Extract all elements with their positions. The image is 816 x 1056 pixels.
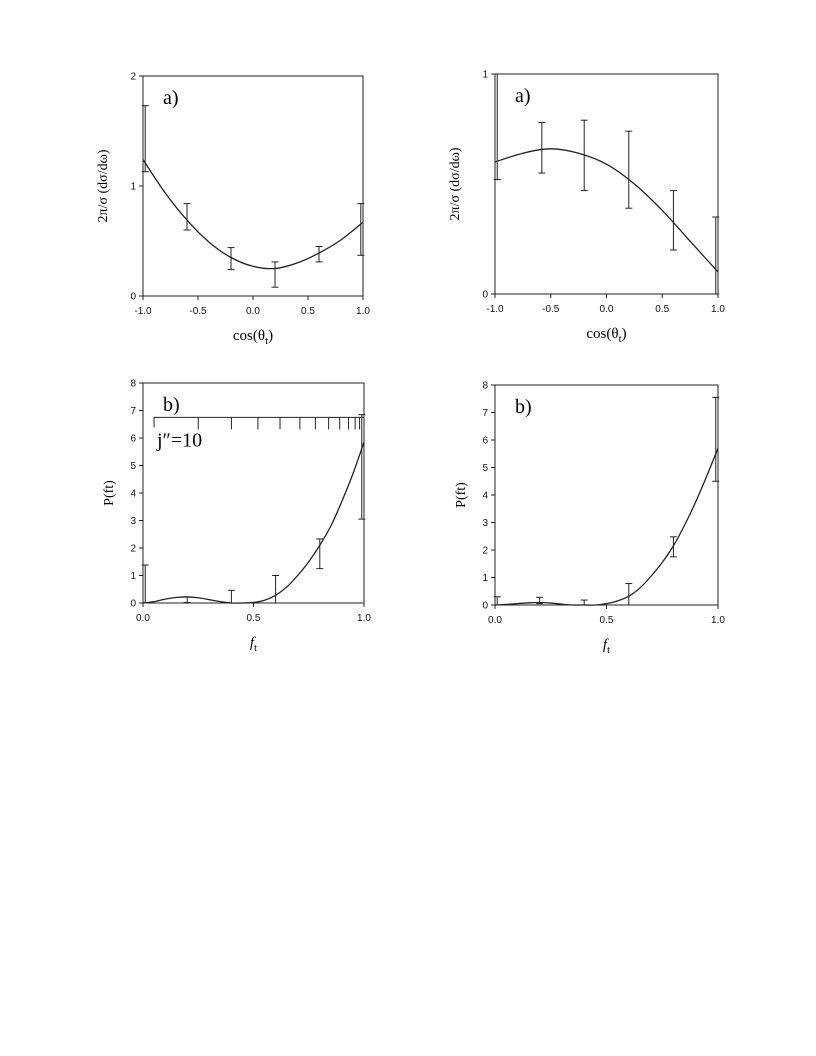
x-axis-label-sub: t [607,644,610,656]
error-bar [669,536,677,558]
x-axis-label: cos(θt) [233,328,273,347]
x-axis-label-close: ) [622,326,627,342]
plot-frame [142,75,364,297]
x-tick-label: -1.0 [486,304,504,315]
x-tick-label: 0.0 [136,613,150,624]
chart-panel-3: 0 1 2 3 4 5 6 7 8 0.0 0.5 1.0 ft P(ft) b) j″=10 [102,379,371,655]
x-axis-label-sub: t [619,333,622,345]
x-tick-label: 0.0 [488,615,502,626]
y-tick-label: 0 [482,290,488,301]
y-tick-label: 3 [130,516,136,527]
error-bar [227,589,235,604]
x-tick-label: -0.5 [542,304,560,315]
y-tick-label: 1 [482,70,488,81]
panel-label: b) [163,394,180,416]
error-bar [536,596,544,605]
error-bar [357,203,365,256]
x-axis-label: ft [250,635,257,654]
error-bar [272,575,280,604]
x-axis-label-main: cos(θ [586,326,618,342]
x-axis-label-main: f [250,635,256,651]
y-tick-label: 1 [482,573,488,584]
y-tick-label: 2 [130,544,136,555]
chart-panel-4: 0 1 2 3 4 5 6 7 8 0.0 0.5 1.0 ft P(ft) b) [454,381,725,657]
plot-frame [142,382,365,604]
x-tick-label: 0.5 [655,304,669,315]
x-axis-label: ft [603,637,610,656]
y-axis-label: P(ft) [102,480,117,506]
error-bar [141,564,149,604]
y-tick-label: 2 [130,72,136,83]
y-axis-label: 2π/σ (dσ/dω) [448,147,463,220]
fit-curve [494,148,719,273]
error-bar [580,599,588,606]
y-tick-label: 0 [130,292,136,303]
fit-curve [142,441,365,604]
x-tick-label: 1.0 [711,615,725,626]
panel-label: b) [515,396,532,418]
x-tick-label: -1.0 [134,306,152,317]
y-tick-label: 8 [482,381,488,392]
error-bar [493,73,501,181]
error-bar [712,396,720,482]
panel-label: a) [163,87,179,109]
error-bar [625,130,633,209]
x-axis-label-main: cos(θ [233,328,265,344]
error-bar [141,105,149,173]
error-bar [183,596,191,603]
x-tick-label: 1.0 [356,306,370,317]
y-axis-label: P(ft) [454,482,469,508]
annotation-label: j″=10 [156,429,202,451]
y-axis-label: 2π/σ (dσ/dω) [96,149,111,222]
y-tick-label: 1 [130,182,136,193]
y-tick-label: 0 [130,599,136,610]
error-bar [625,583,633,606]
error-bar [358,414,366,520]
fit-curve [142,159,364,270]
x-tick-label: 0.5 [247,613,261,624]
error-bar [271,261,279,288]
y-tick-label: 6 [482,436,488,447]
x-tick-label: 0.0 [246,306,260,317]
x-axis-label-sub: t [254,642,257,654]
y-tick-label: 5 [130,461,136,472]
error-bar [669,190,677,251]
x-tick-label: 0.5 [600,615,614,626]
x-axis-label: cos(θt) [586,326,626,345]
chart-panel-1: 0 1 2 -1.0 -0.5 0.0 0.5 1.0 cos(θt) 2π/σ (dσ/dω) a… [96,72,370,348]
error-bar [580,119,588,192]
y-tick-label: 3 [482,518,488,529]
y-tick-label: 5 [482,463,488,474]
error-bar [183,203,191,231]
y-tick-label: 4 [130,489,136,500]
x-tick-label: -0.5 [189,306,207,317]
error-bar [316,538,324,570]
y-tick-label: 0 [482,601,488,612]
x-axis-label-sub: t [265,335,268,347]
y-tick-label: 7 [130,406,136,417]
panel-label: a) [515,85,531,107]
error-bar [712,216,720,295]
plot-frame [494,73,719,295]
chart-panel-2: 0 1 -1.0 -0.5 0.0 0.5 1.0 cos(θt) 2π/σ (dσ/dω) a) [448,70,725,346]
error-bar [315,246,323,263]
y-tick-label: 7 [482,408,488,419]
x-tick-label: 0.5 [301,306,315,317]
x-tick-label: 1.0 [357,613,371,624]
x-axis-label-close: ) [268,328,273,344]
x-tick-label: 0.0 [600,304,614,315]
error-bar [493,596,501,606]
y-tick-label: 2 [482,546,488,557]
x-axis-label-main: f [603,637,609,653]
fit-curve [494,448,719,606]
error-bar [227,247,235,271]
y-tick-label: 4 [482,491,488,502]
plot-frame [494,384,719,606]
y-tick-label: 1 [130,571,136,582]
error-bar [538,121,546,174]
y-tick-label: 8 [130,379,136,390]
x-tick-label: 1.0 [711,304,725,315]
y-tick-label: 6 [130,434,136,445]
